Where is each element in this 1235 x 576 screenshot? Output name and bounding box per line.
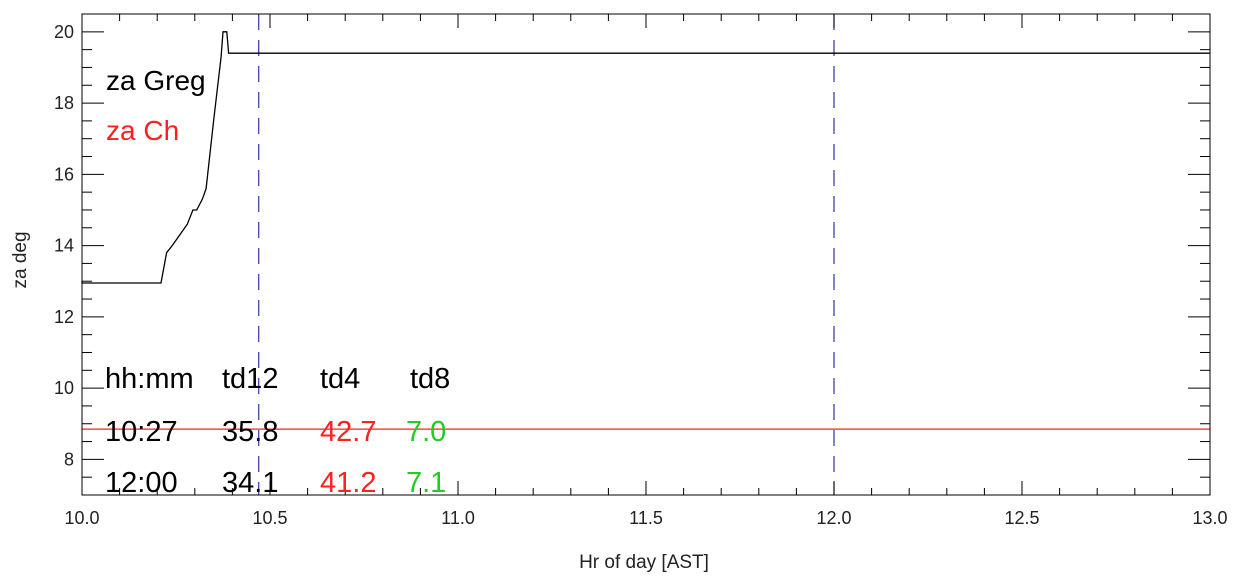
legend-entry: za Greg — [106, 65, 206, 96]
plot-area — [81, 14, 1210, 495]
x-tick-label: 12.5 — [1004, 508, 1039, 528]
y-tick-label: 10 — [54, 378, 74, 398]
x-axis-title: Hr of day [AST] — [579, 552, 709, 573]
axes: 10.0 10.5 11.0 11.5 12.0 12.5 13.0 8 10 12 14 16 18 2… — [54, 13, 1228, 528]
annotation-cell: 35.8 — [222, 416, 278, 448]
legend: za Greg za Ch — [106, 65, 206, 146]
annotation-cell: 12:00 — [105, 467, 178, 499]
annotation-table: hh:mm td12 td4 td8 10:27 35.8 42.7 7.0 12:00 34.1… — [105, 363, 450, 499]
y-tick-label: 12 — [54, 307, 74, 327]
y-tick-label: 18 — [54, 93, 74, 113]
x-tick-label: 13.0 — [1192, 508, 1227, 528]
annotation-header-cell: hh:mm — [105, 363, 194, 395]
legend-entry: za Ch — [106, 115, 179, 146]
series-line — [81, 31, 1210, 284]
y-tick-label: 14 — [54, 236, 74, 256]
y-tick-label: 20 — [54, 22, 74, 42]
annotation-cell: 10:27 — [105, 416, 178, 448]
annotation-header-cell: td8 — [410, 363, 450, 395]
x-tick-label: 12.0 — [816, 508, 851, 528]
annotation-header-cell: td4 — [320, 363, 360, 395]
y-tick-label: 8 — [64, 449, 74, 469]
y-axis-title: za deg — [10, 231, 31, 288]
x-tick-label: 10.0 — [64, 508, 99, 528]
y-tick-label: 16 — [54, 164, 74, 184]
annotation-cell: 34.1 — [222, 467, 278, 499]
annotation-header-cell: td12 — [222, 363, 278, 395]
annotation-cell: 42.7 — [320, 416, 376, 448]
annotation-cell: 7.0 — [406, 416, 446, 448]
x-tick-label: 11.5 — [629, 508, 663, 528]
x-tick-label: 10.5 — [252, 508, 287, 528]
x-tick-label: 11.0 — [441, 508, 475, 528]
annotation-cell: 7.1 — [406, 467, 446, 499]
annotation-cell: 41.2 — [320, 467, 376, 499]
